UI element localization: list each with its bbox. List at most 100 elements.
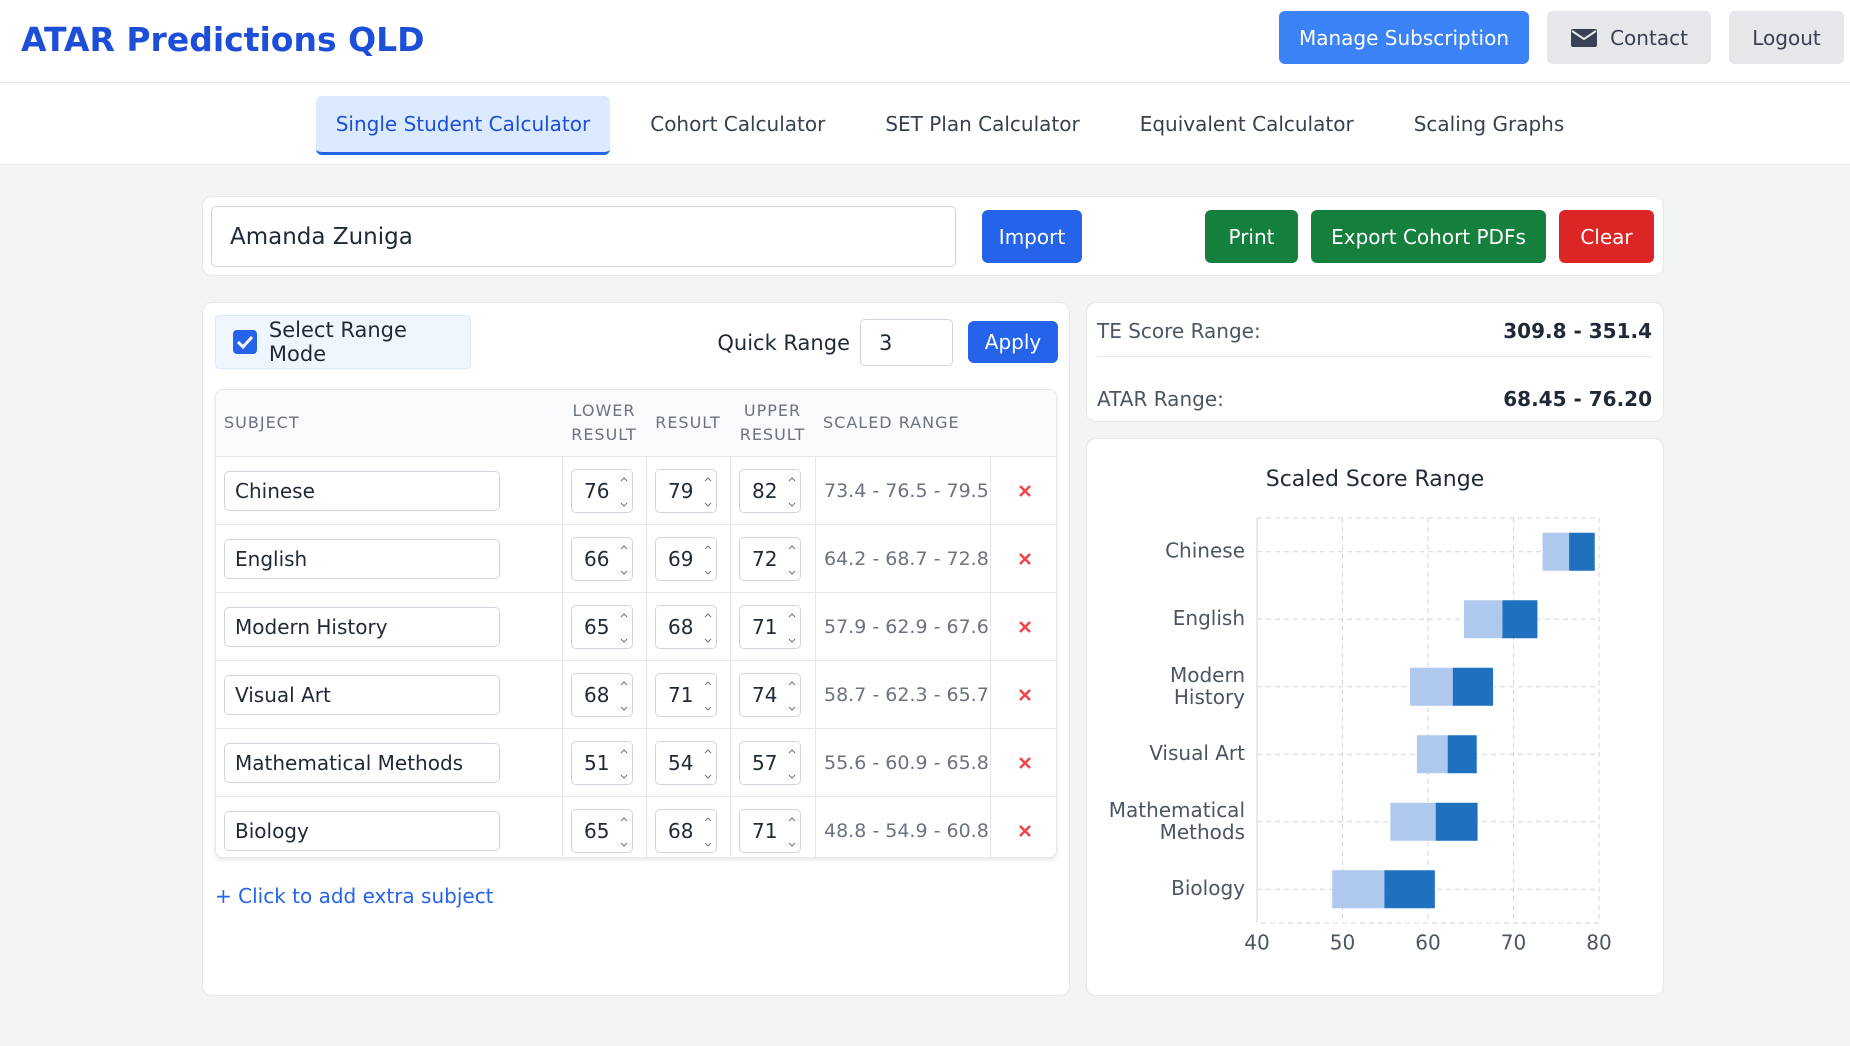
cell: 74 bbox=[730, 661, 815, 728]
scaled-range: 55.6 - 60.9 - 65.8 bbox=[824, 751, 989, 774]
result-input[interactable]: 54 bbox=[655, 740, 717, 785]
result-input[interactable]: 68 bbox=[571, 672, 633, 717]
cell: 58.7 - 62.3 - 65.7 bbox=[815, 661, 990, 728]
button-label: Contact bbox=[1610, 25, 1688, 50]
spinner[interactable] bbox=[704, 680, 712, 712]
result-input[interactable]: 65 bbox=[571, 604, 633, 649]
result-input[interactable]: 71 bbox=[655, 672, 717, 717]
y-tick-label: Chinese bbox=[1165, 538, 1245, 562]
column-header: UPPER RESULT bbox=[739, 401, 806, 444]
result-input[interactable]: 51 bbox=[571, 740, 633, 785]
spinner[interactable] bbox=[704, 748, 712, 780]
result-input[interactable]: 72 bbox=[739, 536, 801, 581]
x-tick-label: 80 bbox=[1586, 931, 1611, 955]
table-row: Mathematical Methods 51 54 57 55.6 - 60.9 - … bbox=[216, 728, 1056, 796]
result-input[interactable]: 66 bbox=[571, 536, 633, 581]
header bbox=[0, 0, 1850, 83]
result-input[interactable]: 76 bbox=[571, 468, 633, 513]
spinner[interactable] bbox=[620, 476, 628, 508]
cell bbox=[990, 593, 1056, 660]
spinner[interactable] bbox=[788, 680, 796, 712]
action-button[interactable]: Import bbox=[982, 210, 1082, 263]
spinner[interactable] bbox=[620, 612, 628, 644]
add-subject-link[interactable]: + Click to add extra subject bbox=[215, 884, 494, 908]
column-header: LOWER RESULT bbox=[571, 401, 637, 444]
delete-button[interactable] bbox=[1018, 756, 1032, 770]
tab[interactable]: Single Student Calculator bbox=[315, 96, 611, 155]
cell: 71 bbox=[730, 593, 815, 660]
range-upper bbox=[1447, 735, 1477, 774]
result-input[interactable]: 71 bbox=[739, 604, 801, 649]
result-input[interactable]: 68 bbox=[655, 808, 717, 853]
delete-button[interactable] bbox=[1018, 688, 1032, 702]
tab-bar bbox=[0, 83, 1850, 165]
column-header bbox=[990, 390, 1056, 456]
tab[interactable]: SET Plan Calculator bbox=[885, 112, 1080, 136]
apply-button[interactable]: Apply bbox=[968, 321, 1058, 363]
spinner[interactable] bbox=[620, 748, 628, 780]
cell: 73.4 - 76.5 - 79.5 bbox=[815, 457, 990, 524]
scaled-range: 64.2 - 68.7 - 72.8 bbox=[824, 547, 989, 570]
cell: 72 bbox=[730, 525, 815, 592]
spinner[interactable] bbox=[620, 680, 628, 712]
spinner[interactable] bbox=[788, 748, 796, 780]
spinner[interactable] bbox=[620, 544, 628, 576]
result-input[interactable]: 68 bbox=[655, 604, 717, 649]
result-input[interactable]: 57 bbox=[739, 740, 801, 785]
spinner[interactable] bbox=[788, 476, 796, 508]
cell: Biology bbox=[216, 797, 562, 857]
result-input[interactable]: 69 bbox=[655, 536, 717, 581]
delete-button[interactable] bbox=[1018, 552, 1032, 566]
tabs: Single Student Calculator Cohort Calculat… bbox=[0, 96, 1850, 155]
chart-title: Scaled Score Range bbox=[1266, 467, 1485, 492]
checkbox[interactable] bbox=[233, 330, 257, 354]
spinner[interactable] bbox=[704, 816, 712, 848]
result-value: 68 bbox=[668, 818, 694, 843]
action-button[interactable]: Clear bbox=[1559, 210, 1654, 263]
header-button[interactable]: Manage Subscription bbox=[1279, 11, 1529, 64]
range-upper bbox=[1452, 667, 1493, 706]
tab[interactable]: Scaling Graphs bbox=[1413, 112, 1565, 136]
summary-label: TE Score Range: bbox=[1097, 319, 1261, 343]
tab[interactable]: Cohort Calculator bbox=[650, 112, 826, 136]
quick-range-input[interactable]: 3 bbox=[860, 319, 953, 366]
spinner[interactable] bbox=[704, 476, 712, 508]
result-input[interactable]: 74 bbox=[739, 672, 801, 717]
spinner[interactable] bbox=[788, 612, 796, 644]
result-input[interactable]: 82 bbox=[739, 468, 801, 513]
student-name-input[interactable]: Amanda Zuniga bbox=[211, 206, 956, 267]
subject-input[interactable]: Chinese bbox=[224, 470, 500, 511]
scaled-range: 57.9 - 62.9 - 67.6 bbox=[824, 615, 989, 638]
y-tick-label: Visual Art bbox=[1149, 741, 1245, 765]
result-input[interactable]: 65 bbox=[571, 808, 633, 853]
subject-input[interactable]: Mathematical Methods bbox=[224, 742, 500, 783]
header-button[interactable]: Contact bbox=[1547, 11, 1711, 64]
subject-input[interactable]: Visual Art bbox=[224, 674, 500, 715]
spinner[interactable] bbox=[704, 544, 712, 576]
range-mode[interactable]: Select Range Mode bbox=[215, 315, 471, 369]
header-button[interactable]: Logout bbox=[1729, 11, 1844, 64]
table-row: Biology 65 68 71 48.8 - 54.9 - 60.8 bbox=[216, 796, 1056, 857]
result-value: 71 bbox=[752, 614, 778, 639]
delete-button[interactable] bbox=[1018, 484, 1032, 498]
x-tick-label: 70 bbox=[1501, 931, 1526, 955]
tab[interactable]: Equivalent Calculator bbox=[1139, 112, 1354, 136]
spinner[interactable] bbox=[788, 816, 796, 848]
button-label: Manage Subscription bbox=[1298, 25, 1510, 50]
result-value: 76 bbox=[584, 478, 610, 503]
delete-button[interactable] bbox=[1018, 824, 1032, 838]
spinner[interactable] bbox=[788, 544, 796, 576]
result-input[interactable]: 71 bbox=[739, 808, 801, 853]
spinner[interactable] bbox=[704, 612, 712, 644]
action-button[interactable]: Print bbox=[1205, 210, 1298, 263]
subject-input[interactable]: Biology bbox=[224, 810, 500, 851]
subject-input[interactable]: English bbox=[224, 538, 500, 579]
delete-button[interactable] bbox=[1018, 620, 1032, 634]
table-row: Visual Art 68 71 74 58.7 - 62.3 - 65.7 bbox=[216, 660, 1056, 728]
result-input[interactable]: 79 bbox=[655, 468, 717, 513]
subject-input[interactable]: Modern History bbox=[224, 606, 500, 647]
spinner[interactable] bbox=[620, 816, 628, 848]
action-button[interactable]: Export Cohort PDFs bbox=[1311, 210, 1546, 263]
table-row: English 66 69 72 64.2 - 68.7 - 72.8 bbox=[216, 524, 1056, 592]
cell: Chinese bbox=[216, 457, 562, 524]
